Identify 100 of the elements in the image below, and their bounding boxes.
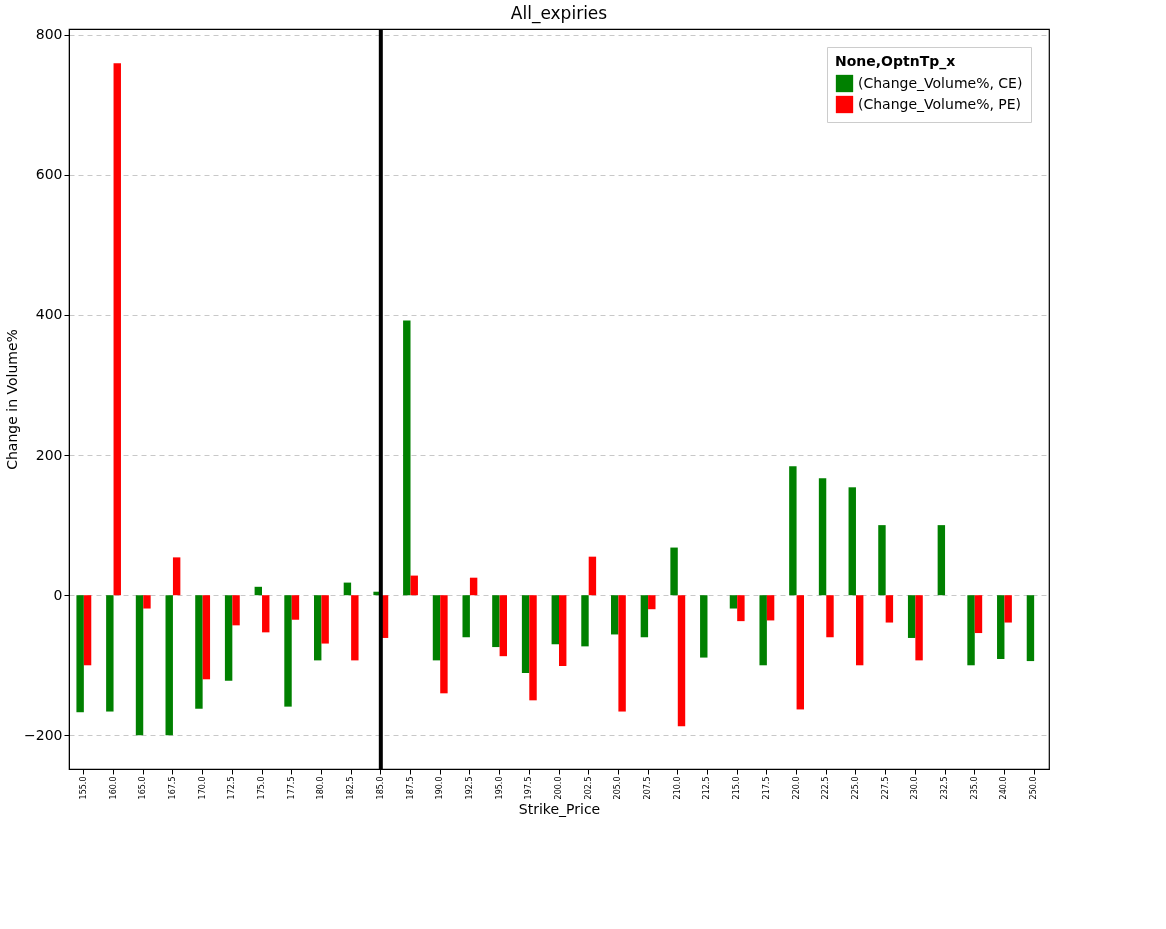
x-tick-label: 167.5 [167, 776, 177, 800]
y-tick-label: 600 [35, 166, 63, 183]
bar [677, 595, 686, 727]
bar [135, 595, 144, 736]
x-tick-label: 180.0 [316, 776, 326, 800]
bar [165, 595, 173, 736]
x-tick-label: 202.5 [583, 776, 593, 800]
bar [106, 595, 114, 712]
chart-title: All_expiries [510, 3, 608, 24]
bar [670, 547, 678, 596]
bar [1004, 595, 1012, 623]
bar [855, 595, 864, 666]
x-tick-label: 170.0 [197, 776, 207, 800]
y-tick-label: 0 [53, 586, 63, 603]
y-tick-label: 800 [35, 26, 63, 43]
bar [351, 595, 359, 661]
bar [195, 595, 203, 709]
bar [848, 487, 856, 596]
bar [967, 595, 975, 666]
bar [796, 595, 804, 710]
x-tick-label: 232.5 [940, 776, 950, 800]
bar [432, 595, 441, 661]
x-tick-label: 212.5 [702, 776, 712, 800]
bar [1026, 595, 1035, 662]
bar [284, 595, 292, 707]
bar [826, 595, 834, 638]
x-tick-label: 222.5 [821, 776, 831, 800]
bar [440, 595, 448, 694]
x-tick-label: 182.5 [346, 776, 356, 800]
x-tick-label: 210.0 [672, 776, 682, 800]
bar [232, 595, 240, 626]
x-tick-label: 187.5 [405, 776, 415, 800]
x-tick-label: 172.5 [227, 776, 237, 800]
x-tick-label: 240.0 [999, 776, 1009, 800]
bar [314, 595, 322, 661]
bar [262, 595, 270, 633]
x-tick-label: 155.0 [78, 776, 88, 800]
bar [403, 320, 411, 596]
bar [729, 595, 738, 609]
x-tick-label: 160.0 [108, 776, 118, 800]
x-tick-label: 185.0 [375, 776, 385, 800]
bar [937, 525, 946, 596]
bar [469, 577, 478, 596]
bar [581, 595, 589, 647]
x-tick-label: 177.5 [286, 776, 296, 800]
x-tick-label: 190.0 [435, 776, 445, 800]
bar [462, 595, 470, 638]
bar [202, 595, 211, 680]
x-tick-label: 197.5 [524, 776, 534, 800]
bar [885, 595, 894, 623]
x-tick-label: 165.0 [138, 776, 148, 800]
bar [588, 556, 597, 596]
x-tick-label: 235.0 [969, 776, 979, 800]
legend-label: (Change_Volume%, CE) [858, 74, 1023, 91]
bar [648, 595, 656, 610]
bar [410, 575, 418, 596]
bar [143, 595, 151, 609]
x-tick-label: 195.0 [494, 776, 504, 800]
bar [291, 595, 300, 620]
bar [737, 595, 745, 622]
bar [321, 595, 329, 644]
legend-label: (Change_Volume%, PE) [858, 95, 1022, 112]
x-tick-label: 250.0 [1029, 776, 1039, 800]
bar [915, 595, 923, 661]
x-tick-label: 230.0 [910, 776, 920, 800]
legend-title: None,OptnTp_x [835, 53, 956, 70]
bar [521, 595, 530, 673]
x-tick-label: 205.0 [613, 776, 623, 800]
bar [766, 595, 775, 621]
bar [529, 595, 537, 701]
x-tick-label: 217.5 [761, 776, 771, 800]
bar [878, 525, 886, 596]
x-axis-title: Strike_Price [518, 801, 601, 818]
y-tick-label: −200 [24, 726, 63, 743]
x-tick-label: 225.0 [850, 776, 860, 800]
bar [551, 595, 559, 645]
bar [818, 478, 827, 596]
y-tick-label: 200 [35, 446, 63, 463]
bar [113, 63, 121, 596]
x-tick-label: 227.5 [880, 776, 890, 800]
bar [492, 595, 500, 648]
bar [254, 586, 263, 596]
bar [974, 595, 983, 634]
bar [618, 595, 626, 712]
x-tick-label: 215.0 [732, 776, 742, 800]
bar [559, 595, 567, 666]
bar [700, 595, 708, 658]
y-tick-label: 400 [35, 306, 63, 323]
x-tick-label: 192.5 [464, 776, 474, 800]
bar [172, 557, 181, 596]
x-tick-label: 200.0 [554, 776, 563, 800]
bar [907, 595, 916, 638]
bar [997, 595, 1005, 659]
bar [640, 595, 649, 638]
x-tick-label: 220.0 [791, 776, 801, 800]
bar [759, 595, 767, 666]
bar [610, 595, 619, 635]
x-tick-label: 175.0 [257, 776, 267, 800]
bar [83, 595, 92, 666]
x-tick-label: 207.5 [643, 776, 653, 800]
